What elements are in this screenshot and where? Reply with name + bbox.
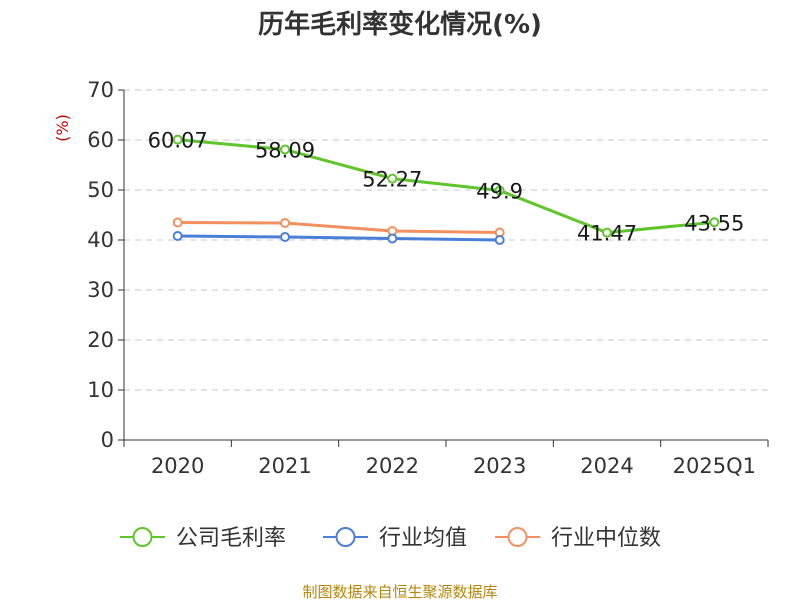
legend-label[interactable]: 行业中位数 [551,526,661,551]
x-tick-label: 2024 [580,454,633,478]
y-tick-label: 70 [87,78,114,102]
source-note: 制图数据来自恒生聚源数据库 [302,583,497,600]
series-line [177,234,500,242]
legend-marker [132,527,153,547]
y-tick-label: 0 [101,428,114,452]
data-label: 43.55 [684,211,744,235]
data-labels: 60.07 58.09 52.27 49.9 41.47 43.55 [148,129,745,246]
x-tick-label: 2023 [473,454,526,478]
series-group [172,134,720,245]
y-tick-label: 30 [87,278,114,302]
legend-label[interactable]: 行业均值 [379,526,467,551]
data-point[interactable] [172,217,183,228]
data-point[interactable] [172,231,183,241]
y-tick-label: 60 [87,128,114,152]
series-line [177,138,715,235]
data-point[interactable] [494,185,505,196]
y-tick-label: 20 [87,328,114,352]
series-line [177,221,500,234]
data-point[interactable] [280,144,290,155]
y-axis-label: (%) [53,114,72,142]
data-point[interactable] [602,227,612,238]
legend-marker [335,527,356,547]
x-tick-label: 2022 [366,454,419,478]
legend: 公司毛利率 行业均值 行业中位数 [120,526,661,551]
data-label: 60.07 [148,129,208,153]
x-tick-label: 2021 [258,454,311,478]
data-point[interactable] [709,217,720,228]
y-tick-label: 50 [87,178,114,202]
data-point[interactable] [494,235,505,245]
data-point[interactable] [172,134,183,145]
data-label: 58.09 [255,139,315,163]
data-point[interactable] [280,232,290,242]
x-tick-label: 2020 [151,454,204,478]
data-point[interactable] [280,218,290,228]
legend-marker [507,527,528,547]
data-point[interactable] [387,173,398,184]
axes: 0 10 20 30 40 50 60 70 2020 2021 2022 2023 2024 2025Q… [87,78,769,478]
legend-label[interactable]: 公司毛利率 [176,526,286,551]
chart-title: 历年毛利率变化情况(%) [258,9,542,40]
data-label: 41.47 [577,222,637,246]
y-tick-label: 40 [87,228,114,252]
data-point[interactable] [387,233,398,244]
data-label: 52.27 [362,168,422,192]
y-tick-label: 10 [87,378,114,402]
data-label: 49.9 [476,180,523,204]
x-tick-label: 2025Q1 [673,454,756,478]
